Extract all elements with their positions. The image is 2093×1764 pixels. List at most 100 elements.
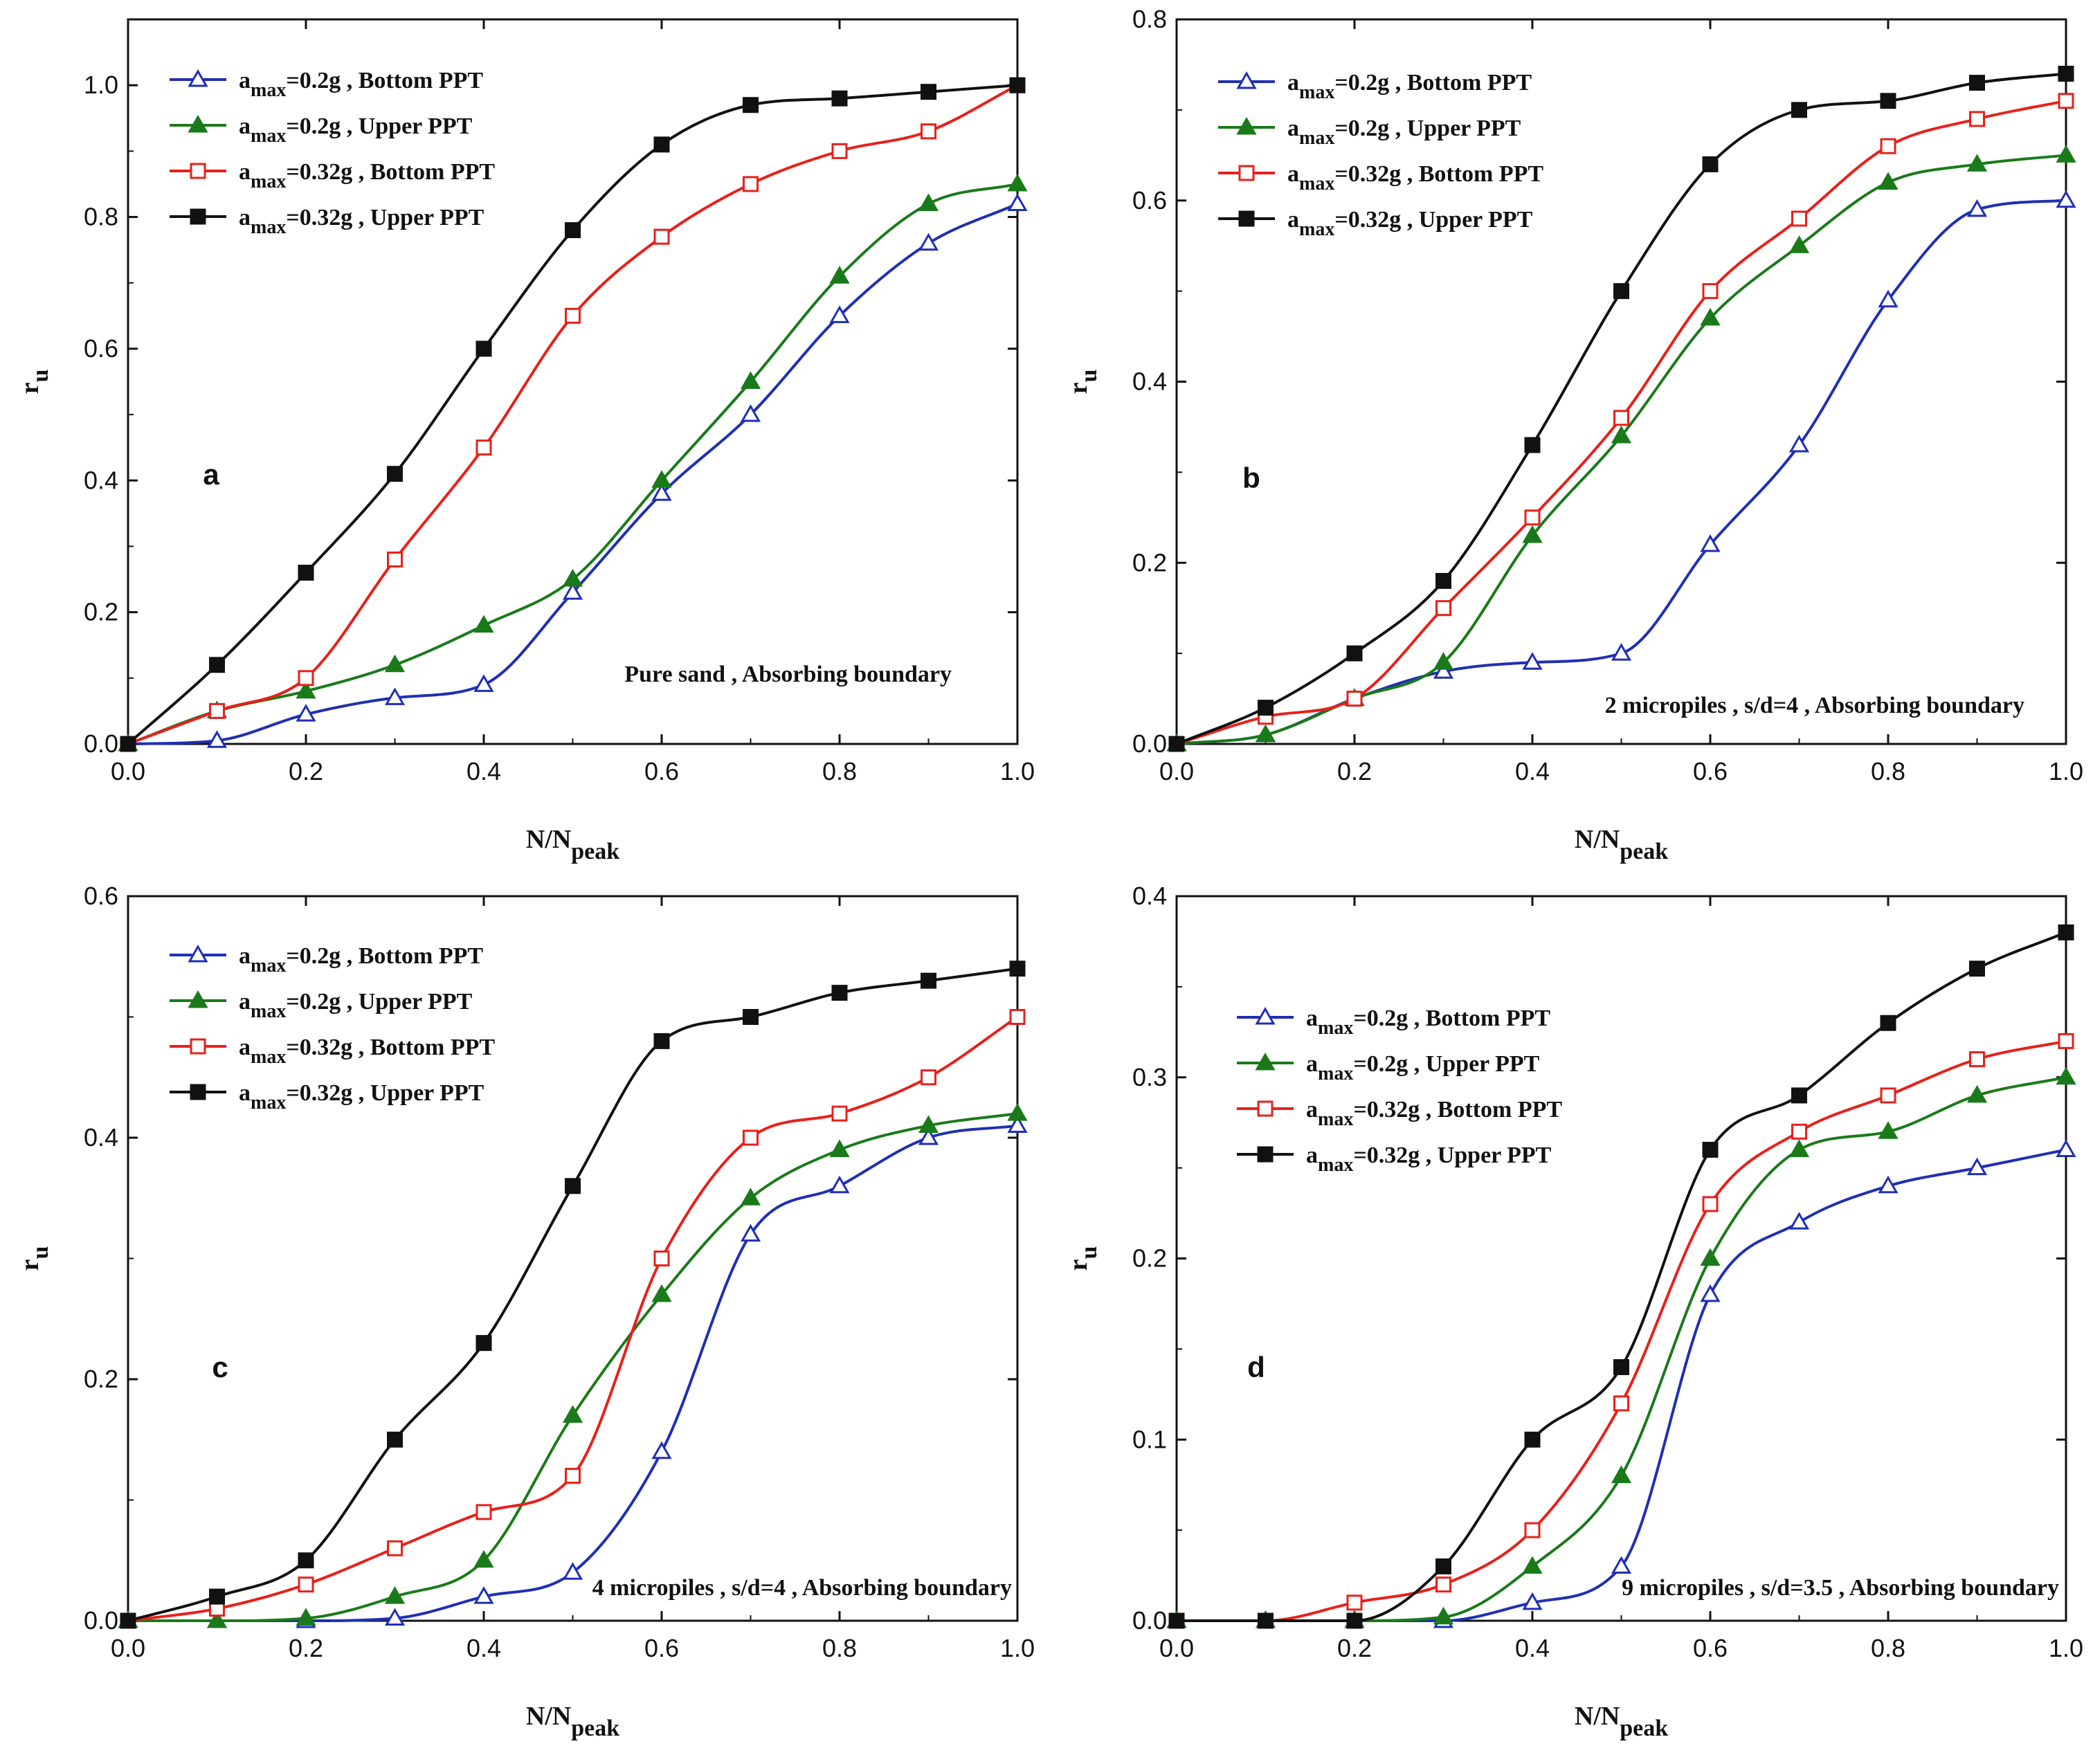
data-point xyxy=(562,1405,583,1423)
data-point xyxy=(1522,525,1543,543)
y-tick-label: 0.4 xyxy=(1132,367,1167,396)
panel-annotation: Pure sand , Absorbing boundary xyxy=(624,662,952,687)
y-tick-label: 1.0 xyxy=(84,71,118,99)
panel-letter: b xyxy=(1242,462,1260,494)
data-point xyxy=(651,483,672,501)
data-point xyxy=(829,305,850,323)
data-point xyxy=(1969,1051,1985,1068)
data-point xyxy=(475,340,492,357)
data-point xyxy=(740,371,761,389)
data-point xyxy=(1700,307,1721,326)
data-point xyxy=(831,143,848,159)
y-tick-label: 0.2 xyxy=(84,1365,118,1393)
data-point xyxy=(2056,190,2076,208)
data-point xyxy=(1346,691,1363,707)
data-point xyxy=(1791,210,1807,227)
x-tick-label: 0.2 xyxy=(289,1634,323,1662)
data-point xyxy=(1007,193,1028,212)
data-point xyxy=(1700,1284,1721,1302)
panel-letter: d xyxy=(1247,1351,1265,1383)
data-point xyxy=(651,470,672,488)
data-point xyxy=(1878,1175,1899,1194)
data-point xyxy=(1007,1103,1028,1121)
x-axis-title: N/Npeak xyxy=(526,825,619,864)
data-point xyxy=(209,702,225,719)
data-point xyxy=(653,1251,670,1266)
y-tick-label: 0.0 xyxy=(84,729,118,758)
legend-marker xyxy=(188,944,208,963)
legend-label: amax=0.2g , Bottom PPT xyxy=(1287,70,1532,103)
data-point xyxy=(1346,1612,1363,1629)
legend-marker xyxy=(190,1084,206,1100)
series-line-2 xyxy=(127,183,1018,745)
x-tick-label: 0.2 xyxy=(1337,1634,1372,1662)
data-point xyxy=(1880,93,1896,109)
legend-marker xyxy=(190,208,206,225)
data-point xyxy=(1613,410,1629,426)
series-line-1 xyxy=(128,1124,1018,1623)
data-point xyxy=(1168,1612,1185,1629)
y-tick-label: 0.4 xyxy=(84,466,118,494)
data-point xyxy=(1788,1139,1810,1157)
data-point xyxy=(653,1033,670,1049)
data-point xyxy=(1969,961,1985,977)
data-point xyxy=(298,1552,314,1569)
data-point xyxy=(1435,1576,1451,1593)
data-point xyxy=(651,1441,672,1460)
data-point xyxy=(475,439,492,456)
data-point xyxy=(1524,437,1541,453)
x-tick-label: 0.0 xyxy=(111,1634,145,1662)
data-point xyxy=(387,466,403,482)
data-point xyxy=(2058,1033,2074,1049)
data-point xyxy=(1346,645,1363,662)
data-point xyxy=(829,266,850,284)
data-point xyxy=(120,1612,136,1629)
data-point xyxy=(2056,1139,2076,1157)
data-point xyxy=(1966,154,1988,172)
x-tick-label: 0.0 xyxy=(1159,757,1194,785)
legend-label: amax=0.32g , Bottom PPT xyxy=(239,159,495,192)
data-point xyxy=(120,736,136,752)
y-tick-label: 0.0 xyxy=(1132,729,1167,758)
data-point xyxy=(829,1175,850,1194)
data-point xyxy=(1435,600,1451,617)
data-point xyxy=(1522,652,1543,670)
data-point xyxy=(1433,652,1454,670)
chart-panel-b: 0.0 0.2 0.4 0.6 0.8 1.0 0.0 0.2 0.4 0.6 0.8 N/Npeak… xyxy=(1064,5,2083,864)
data-point xyxy=(298,1576,314,1593)
x-tick-label: 0.6 xyxy=(644,757,679,785)
data-point xyxy=(1522,1556,1543,1574)
data-point xyxy=(740,404,761,422)
y-tick-label: 0.1 xyxy=(1132,1425,1167,1453)
panel-letter: c xyxy=(212,1351,228,1383)
data-point xyxy=(918,193,939,212)
data-point xyxy=(1966,1084,1988,1103)
data-point xyxy=(1611,643,1632,661)
chart-panel-c: 0.0 0.2 0.4 0.6 0.8 1.0 0.0 0.2 0.4 0.6 N/Npeak ru a… xyxy=(15,882,1035,1741)
data-point xyxy=(1613,283,1629,300)
data-point xyxy=(1009,961,1026,977)
data-point xyxy=(740,1188,761,1206)
x-tick-label: 0.0 xyxy=(1159,1634,1194,1662)
data-point xyxy=(1168,736,1185,752)
data-point xyxy=(2056,1066,2076,1085)
y-tick-label: 0.6 xyxy=(1132,186,1167,215)
series-line-4 xyxy=(127,967,1018,1622)
legend-marker xyxy=(1257,1146,1274,1163)
data-point xyxy=(1969,75,1985,91)
data-point xyxy=(1346,1594,1363,1611)
data-point xyxy=(831,1105,848,1122)
data-point xyxy=(829,1139,850,1157)
data-point xyxy=(384,1608,406,1626)
data-point xyxy=(2058,66,2074,82)
y-tick-label: 0.4 xyxy=(84,1123,118,1152)
legend-label: amax=0.2g , Upper PPT xyxy=(1306,1051,1540,1084)
data-point xyxy=(831,90,848,107)
legend-label: amax=0.2g , Upper PPT xyxy=(239,989,473,1022)
series-line-3 xyxy=(127,1015,1019,1622)
data-point xyxy=(1522,1592,1543,1610)
legend-label: amax=0.32g , Bottom PPT xyxy=(239,1035,495,1068)
series-line-4 xyxy=(127,84,1018,745)
data-point xyxy=(653,136,670,153)
data-point xyxy=(384,654,406,673)
